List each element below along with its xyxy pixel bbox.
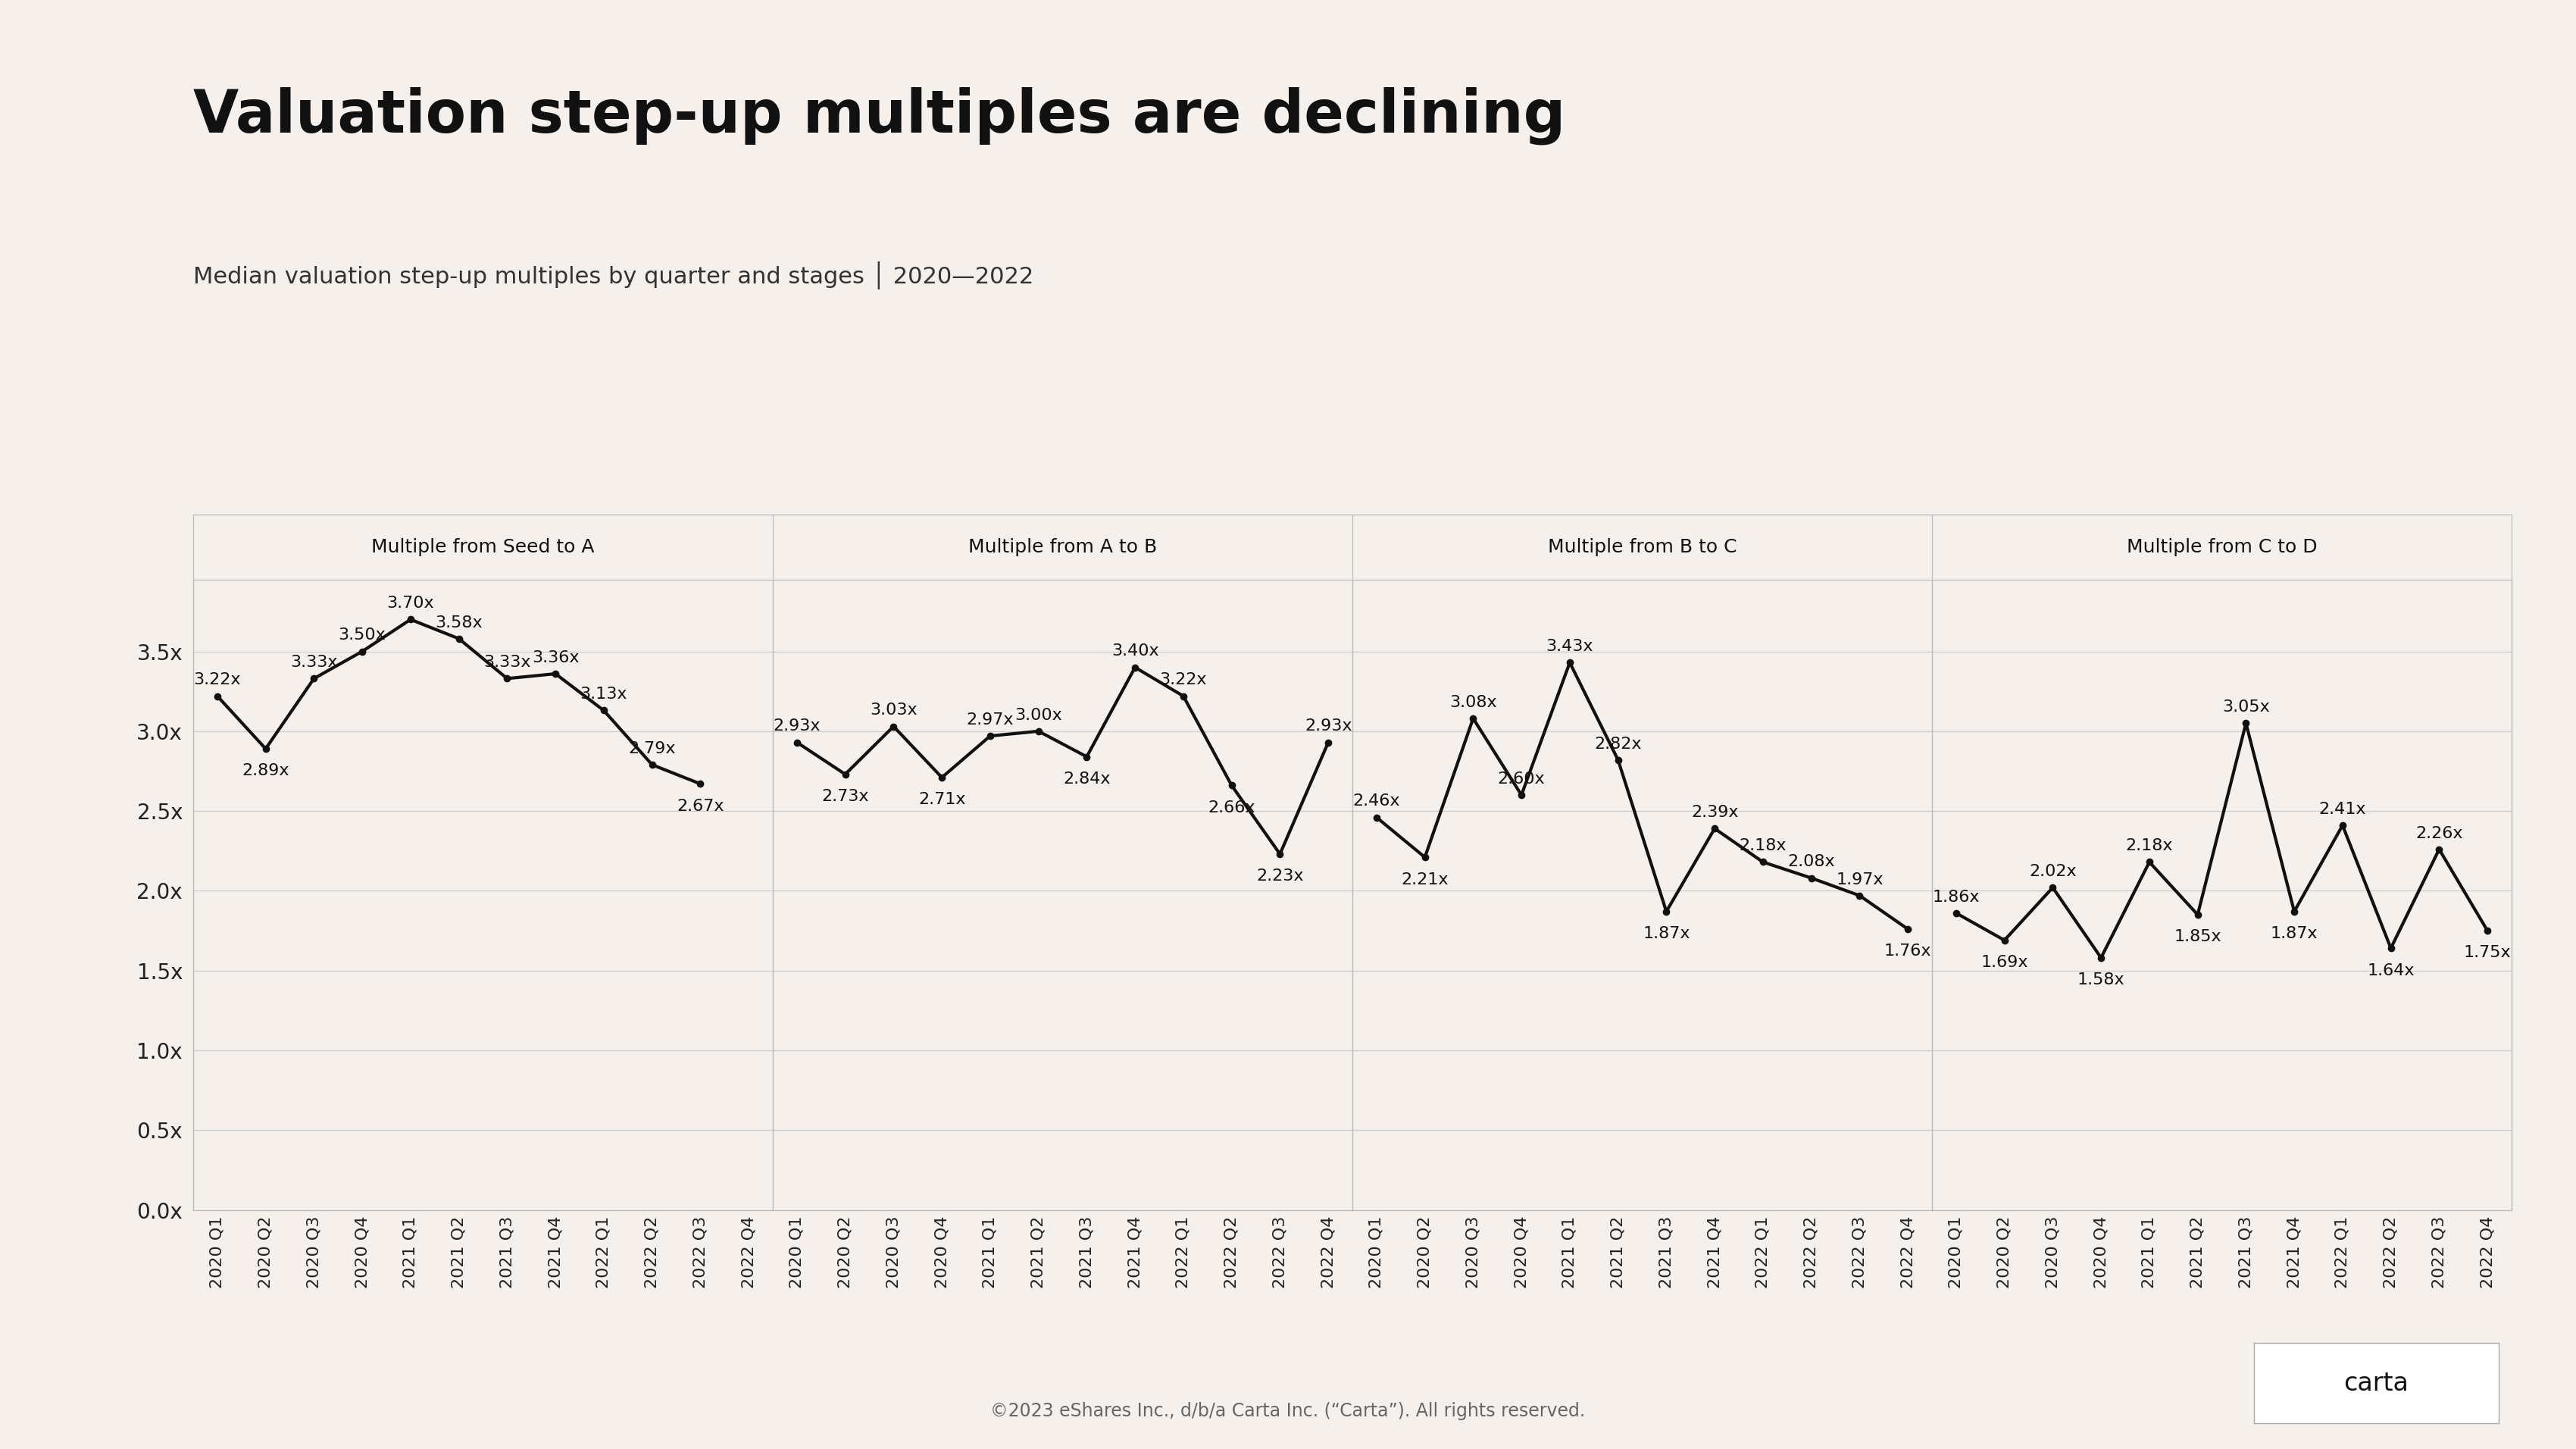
- Text: 3.22x: 3.22x: [1159, 672, 1208, 688]
- Text: 2.73x: 2.73x: [822, 790, 868, 804]
- Text: 2.02x: 2.02x: [2030, 864, 2076, 880]
- Text: ©2023 eShares Inc., d/b/a Carta Inc. (“Carta”). All rights reserved.: ©2023 eShares Inc., d/b/a Carta Inc. (“C…: [992, 1401, 1584, 1420]
- Text: 1.75x: 1.75x: [2463, 945, 2512, 961]
- Text: Multiple from A to B: Multiple from A to B: [969, 538, 1157, 556]
- Text: 2.08x: 2.08x: [1788, 855, 1834, 869]
- Text: 2.21x: 2.21x: [1401, 872, 1448, 887]
- Text: 2.82x: 2.82x: [1595, 736, 1641, 752]
- Text: 2.18x: 2.18x: [1739, 839, 1788, 853]
- Text: 2.23x: 2.23x: [1257, 869, 1303, 884]
- Text: 1.86x: 1.86x: [1932, 890, 1981, 904]
- Text: 3.58x: 3.58x: [435, 614, 482, 630]
- Text: 2.93x: 2.93x: [1303, 719, 1352, 735]
- Text: 2.84x: 2.84x: [1064, 771, 1110, 787]
- Text: 3.03x: 3.03x: [871, 703, 917, 719]
- Text: 1.69x: 1.69x: [1981, 955, 2027, 971]
- Text: 1.97x: 1.97x: [1837, 872, 1883, 887]
- Text: 2.89x: 2.89x: [242, 764, 289, 778]
- Text: 2.18x: 2.18x: [2125, 839, 2174, 853]
- Text: 2.60x: 2.60x: [1497, 771, 1546, 787]
- Text: 3.50x: 3.50x: [337, 627, 386, 643]
- Text: 2.26x: 2.26x: [2416, 826, 2463, 840]
- Text: 3.43x: 3.43x: [1546, 639, 1595, 653]
- Text: Multiple from B to C: Multiple from B to C: [1548, 538, 1736, 556]
- Text: Median valuation step-up multiples by quarter and stages │ 2020—2022: Median valuation step-up multiples by qu…: [193, 261, 1033, 288]
- Text: 3.00x: 3.00x: [1015, 707, 1061, 723]
- Text: 1.87x: 1.87x: [1643, 926, 1690, 942]
- Text: 3.13x: 3.13x: [580, 687, 629, 701]
- Text: 3.05x: 3.05x: [2223, 700, 2269, 714]
- Text: 3.08x: 3.08x: [1450, 696, 1497, 710]
- Text: Multiple from Seed to A: Multiple from Seed to A: [371, 538, 595, 556]
- Text: 2.66x: 2.66x: [1208, 800, 1255, 816]
- Text: 1.76x: 1.76x: [1883, 943, 1932, 959]
- Text: carta: carta: [2344, 1371, 2409, 1395]
- Text: 1.64x: 1.64x: [2367, 964, 2414, 978]
- Text: 2.39x: 2.39x: [1690, 806, 1739, 820]
- Text: 2.93x: 2.93x: [773, 719, 822, 735]
- Text: 2.97x: 2.97x: [966, 713, 1015, 727]
- Text: 2.79x: 2.79x: [629, 740, 675, 756]
- Text: 2.46x: 2.46x: [1352, 794, 1401, 809]
- Text: Multiple from C to D: Multiple from C to D: [2125, 538, 2318, 556]
- Text: 1.58x: 1.58x: [2076, 972, 2125, 988]
- Text: 1.85x: 1.85x: [2174, 929, 2221, 945]
- Text: 3.70x: 3.70x: [386, 596, 435, 611]
- Text: 3.36x: 3.36x: [531, 651, 580, 665]
- Text: Valuation step-up multiples are declining: Valuation step-up multiples are declinin…: [193, 87, 1566, 145]
- Text: 2.71x: 2.71x: [917, 793, 966, 807]
- Text: 2.41x: 2.41x: [2318, 801, 2367, 817]
- Text: 3.40x: 3.40x: [1110, 643, 1159, 659]
- Text: 3.22x: 3.22x: [193, 672, 242, 688]
- Text: 3.33x: 3.33x: [484, 655, 531, 669]
- Text: 2.67x: 2.67x: [677, 798, 724, 814]
- Text: 1.87x: 1.87x: [2269, 926, 2318, 942]
- Text: 3.33x: 3.33x: [291, 655, 337, 669]
